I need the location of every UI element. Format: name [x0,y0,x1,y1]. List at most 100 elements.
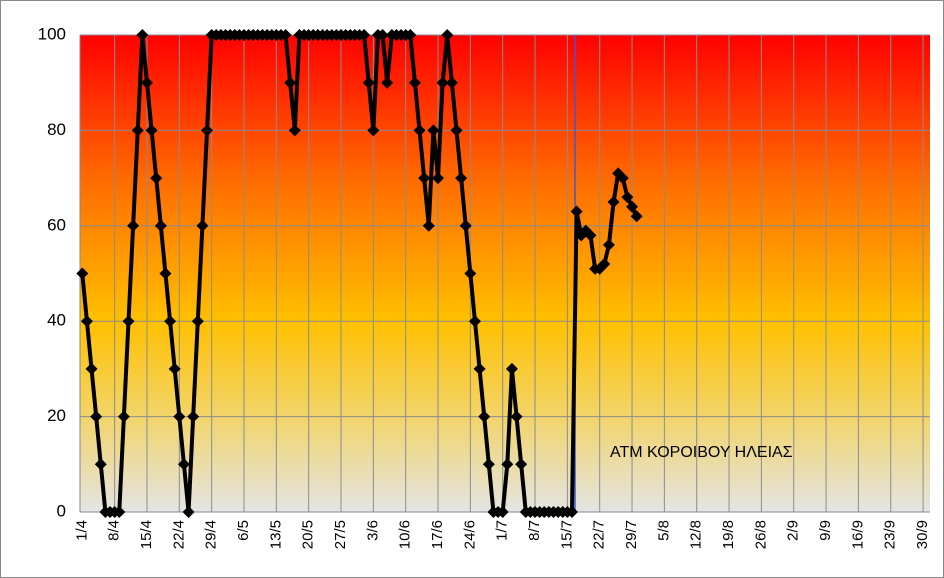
point [408,76,421,89]
point [187,410,200,423]
x-tick-label: 1/7 [494,520,511,541]
point [427,124,440,137]
point [464,267,477,280]
point [182,506,195,518]
point [570,205,583,218]
point [478,410,491,423]
point [482,458,495,471]
point [150,172,163,185]
point [616,172,629,185]
point [607,195,620,208]
point [418,172,431,185]
point [362,76,375,89]
point [85,362,98,375]
y-tick-label: 0 [57,501,66,520]
point [381,76,394,89]
point [117,410,130,423]
x-tick-label: 20/5 [300,520,317,549]
point [602,238,615,251]
point [413,124,426,137]
point [473,362,486,375]
point [122,315,135,328]
point [450,124,463,137]
point [510,410,523,423]
x-tick-label: 5/8 [655,520,672,541]
y-tick-label: 100 [38,24,66,43]
point [173,410,186,423]
point [164,315,177,328]
point [505,362,518,375]
x-tick-label: 2/9 [785,520,802,541]
point [501,458,514,471]
point [376,29,389,41]
x-tick-label: 30/9 [914,520,931,549]
x-tick-label: 15/4 [138,520,155,549]
point [196,219,209,232]
point [145,124,158,137]
point [455,172,468,185]
point [565,506,578,518]
x-tick-label: 23/9 [882,520,899,549]
point [626,200,639,213]
point [441,29,454,41]
point [468,315,481,328]
x-tick-label: 27/5 [332,520,349,549]
plot-area [80,35,930,512]
x-tick-label: 16/9 [849,520,866,549]
point [436,76,449,89]
point [279,29,292,41]
point [191,315,204,328]
x-tick-label: 17/6 [429,520,446,549]
point [358,29,371,41]
y-tick-label: 20 [47,406,66,425]
point [584,229,597,242]
point [90,410,103,423]
point [445,76,458,89]
point [621,191,634,204]
x-tick-label: 19/8 [720,520,737,549]
point [284,76,297,89]
x-tick-label: 26/8 [752,520,769,549]
point [459,219,472,232]
annotation: ATM ΚΟΡΟΙΒΟΥ ΗΛΕΙΑΣ [610,444,793,461]
point [136,29,149,41]
x-tick-label: 8/7 [526,520,543,541]
x-tick-label: 29/7 [623,520,640,549]
point [432,172,445,185]
x-tick-label: 1/4 [73,520,90,541]
point [201,124,214,137]
point [131,124,144,137]
point [140,76,153,89]
x-tick-label: 22/7 [591,520,608,549]
point [168,362,181,375]
point [177,458,190,471]
point [630,210,643,223]
point [367,124,380,137]
x-tick-label: 24/6 [461,520,478,549]
point [288,124,301,137]
point [113,506,126,518]
x-tick-label: 6/5 [235,520,252,541]
x-tick-label: 29/4 [203,520,220,549]
x-tick-label: 13/5 [267,520,284,549]
point [159,267,172,280]
point [127,219,140,232]
point [76,267,89,280]
point [404,29,417,41]
point [515,458,528,471]
point [422,219,435,232]
y-tick-label: 40 [47,311,66,330]
x-tick-label: 22/4 [170,520,187,549]
x-tick-label: 15/7 [558,520,575,549]
y-tick-label: 60 [47,215,66,234]
point [80,315,93,328]
x-tick-label: 8/4 [106,520,123,541]
point [598,257,611,270]
point [496,506,509,518]
point [154,219,167,232]
x-tick-label: 12/8 [688,520,705,549]
x-tick-label: 9/9 [817,520,834,541]
y-tick-label: 80 [47,120,66,139]
x-tick-label: 3/6 [364,520,381,541]
